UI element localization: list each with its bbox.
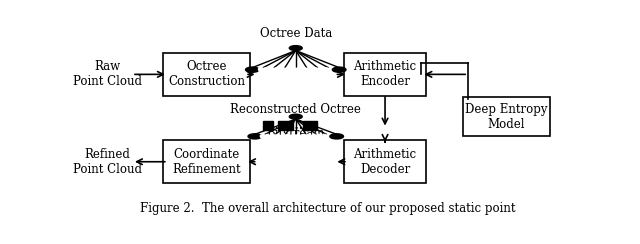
Circle shape: [321, 134, 332, 138]
Circle shape: [291, 68, 301, 72]
Circle shape: [301, 68, 312, 72]
Text: Octree Data: Octree Data: [260, 28, 332, 41]
Circle shape: [280, 68, 291, 72]
Bar: [278, 121, 292, 130]
Bar: [303, 121, 317, 130]
Text: Raw
Point Cloud: Raw Point Cloud: [73, 60, 142, 88]
Circle shape: [248, 134, 262, 139]
Circle shape: [311, 134, 322, 138]
Circle shape: [332, 67, 346, 72]
Bar: [262, 121, 273, 130]
FancyBboxPatch shape: [344, 53, 426, 96]
Circle shape: [330, 134, 344, 139]
Text: Octree
Construction: Octree Construction: [168, 60, 245, 88]
Circle shape: [260, 134, 271, 138]
Circle shape: [258, 68, 269, 72]
Text: Coordinate
Refinement: Coordinate Refinement: [172, 148, 241, 176]
Circle shape: [291, 134, 301, 138]
Text: Refined
Point Cloud: Refined Point Cloud: [73, 148, 142, 176]
FancyBboxPatch shape: [163, 140, 250, 183]
Text: ...: ...: [290, 119, 303, 132]
FancyBboxPatch shape: [463, 97, 550, 136]
Text: Arithmetic
Decoder: Arithmetic Decoder: [353, 148, 417, 176]
Text: Deep Entropy
Model: Deep Entropy Model: [465, 103, 548, 131]
FancyBboxPatch shape: [163, 53, 250, 96]
Circle shape: [289, 46, 302, 51]
FancyBboxPatch shape: [344, 140, 426, 183]
Circle shape: [246, 67, 259, 72]
Text: Reconstructed Octree: Reconstructed Octree: [230, 103, 361, 116]
Circle shape: [323, 68, 334, 72]
Circle shape: [269, 68, 280, 72]
Circle shape: [289, 114, 302, 119]
Text: Bitstream: Bitstream: [266, 127, 325, 140]
Text: Figure 2.  The overall architecture of our proposed static point: Figure 2. The overall architecture of ou…: [140, 202, 516, 215]
Circle shape: [301, 134, 312, 138]
Text: Arithmetic
Encoder: Arithmetic Encoder: [353, 60, 417, 88]
Circle shape: [312, 68, 323, 72]
Circle shape: [280, 134, 291, 138]
Circle shape: [270, 134, 281, 138]
